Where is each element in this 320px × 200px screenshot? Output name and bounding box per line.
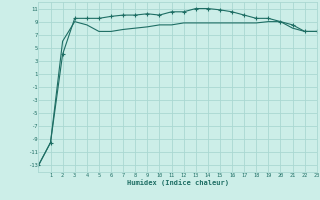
- X-axis label: Humidex (Indice chaleur): Humidex (Indice chaleur): [127, 179, 228, 186]
